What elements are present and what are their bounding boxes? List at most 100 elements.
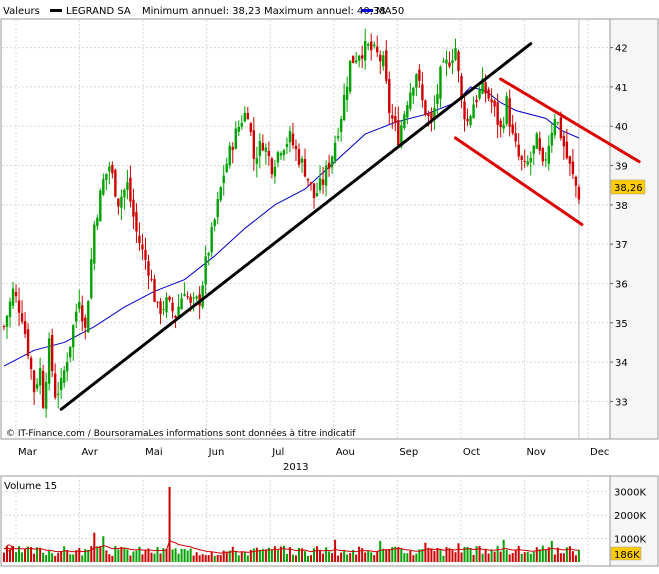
- candle-up: [529, 157, 532, 163]
- volume-bar: [207, 555, 210, 562]
- volume-bar: [276, 550, 279, 562]
- candle-up: [532, 145, 535, 154]
- candle-down: [520, 156, 523, 160]
- volume-bar: [267, 547, 270, 562]
- candle-down: [541, 148, 544, 162]
- volume-bar: [168, 487, 171, 562]
- volume-bar: [460, 552, 463, 562]
- volume-bar: [481, 553, 484, 562]
- candle-down: [487, 89, 490, 99]
- last-price-badge: 38,26: [610, 179, 646, 195]
- volume-bar: [177, 553, 180, 562]
- volume-bar: [135, 550, 138, 562]
- candle-up: [279, 153, 283, 156]
- candle-up: [180, 298, 183, 310]
- candle-down: [562, 135, 566, 147]
- candle-down: [397, 120, 400, 147]
- trendlines: [59, 42, 641, 411]
- candle-up: [59, 378, 63, 391]
- volume-bar: [442, 555, 445, 562]
- candle-up: [72, 325, 75, 348]
- volume-bar: [439, 549, 442, 562]
- volume-bar: [415, 553, 418, 562]
- volume-bar: [529, 553, 532, 562]
- candle-down: [493, 100, 496, 107]
- candle-down: [117, 198, 120, 207]
- volume-bar: [427, 547, 430, 562]
- candle-up: [66, 361, 69, 372]
- volume-bar: [156, 546, 159, 562]
- volume-bar: [430, 548, 433, 562]
- candle-down: [114, 169, 117, 197]
- volume-bar: [466, 547, 469, 562]
- legend: Valeurs LEGRAND SA Minimum annuel: 38,23…: [3, 6, 404, 17]
- candle-up: [315, 192, 319, 197]
- candle-up: [258, 141, 262, 156]
- candle-down: [460, 75, 463, 100]
- volume-bar: [418, 549, 421, 562]
- volume-bar: [243, 551, 246, 562]
- candle-down: [171, 302, 174, 312]
- candle-down: [81, 305, 84, 322]
- volume-bar: [126, 549, 129, 562]
- candle-down: [2, 326, 6, 328]
- candle-up: [505, 96, 508, 125]
- volume-bar: [436, 547, 439, 562]
- candle-down: [379, 54, 382, 62]
- candle-up: [412, 87, 415, 96]
- volume-bar: [394, 546, 397, 562]
- source-note: © IT-Finance.com / BoursoramaLes informa…: [6, 428, 356, 439]
- volume-bar: [144, 549, 147, 562]
- candle-up: [445, 59, 448, 64]
- volume-bar: [397, 547, 400, 562]
- candle-up: [201, 285, 204, 308]
- volume-bar: [406, 553, 409, 562]
- volume-bar: [81, 555, 84, 562]
- time-axis: Mar Avr Mai Jun Jul Aou Sep Oct Nov Dec: [18, 447, 609, 458]
- candle-down: [523, 160, 526, 162]
- last-volume-badge: 186K: [610, 546, 642, 561]
- candle-down: [565, 141, 569, 159]
- volume-bar: [75, 550, 78, 562]
- candle-up: [219, 187, 222, 201]
- volume-bar: [382, 548, 385, 562]
- volume-bar: [282, 545, 285, 562]
- candle-down: [252, 130, 256, 159]
- candle-down: [370, 41, 373, 51]
- candle-up: [234, 128, 237, 149]
- volume-tick-label: 2000K: [614, 511, 646, 522]
- candle-down: [53, 373, 57, 398]
- candle-up: [123, 189, 126, 198]
- candle-up: [108, 166, 111, 172]
- volume-bars: [3, 487, 580, 562]
- candle-up: [436, 93, 439, 105]
- volume-bar: [424, 542, 427, 562]
- month-label: Nov: [526, 447, 546, 458]
- volume-bar: [478, 546, 481, 562]
- volume-bar: [147, 548, 150, 562]
- candle-up: [556, 122, 560, 124]
- candle-up: [451, 60, 454, 64]
- volume-bar: [433, 550, 436, 562]
- candle-up: [300, 158, 304, 163]
- volume-average-line: [3, 539, 579, 554]
- candle-up: [481, 78, 484, 94]
- volume-bar: [565, 547, 568, 562]
- volume-bar: [72, 554, 75, 562]
- volume-bar: [304, 551, 306, 562]
- candle-down: [424, 100, 427, 115]
- volume-bar: [153, 553, 156, 562]
- volume-bar: [219, 555, 222, 562]
- volume-bar: [409, 550, 412, 562]
- candle-down: [32, 370, 36, 393]
- candle-up: [535, 133, 538, 149]
- volume-bar: [297, 547, 300, 562]
- candle-up: [550, 132, 554, 146]
- volume-bar: [129, 555, 132, 562]
- volume-bar: [123, 547, 126, 562]
- candle-down: [511, 124, 514, 134]
- candle-down: [517, 144, 520, 157]
- candle-up: [400, 125, 403, 147]
- volume-bar: [541, 545, 544, 562]
- candle-up: [222, 175, 225, 184]
